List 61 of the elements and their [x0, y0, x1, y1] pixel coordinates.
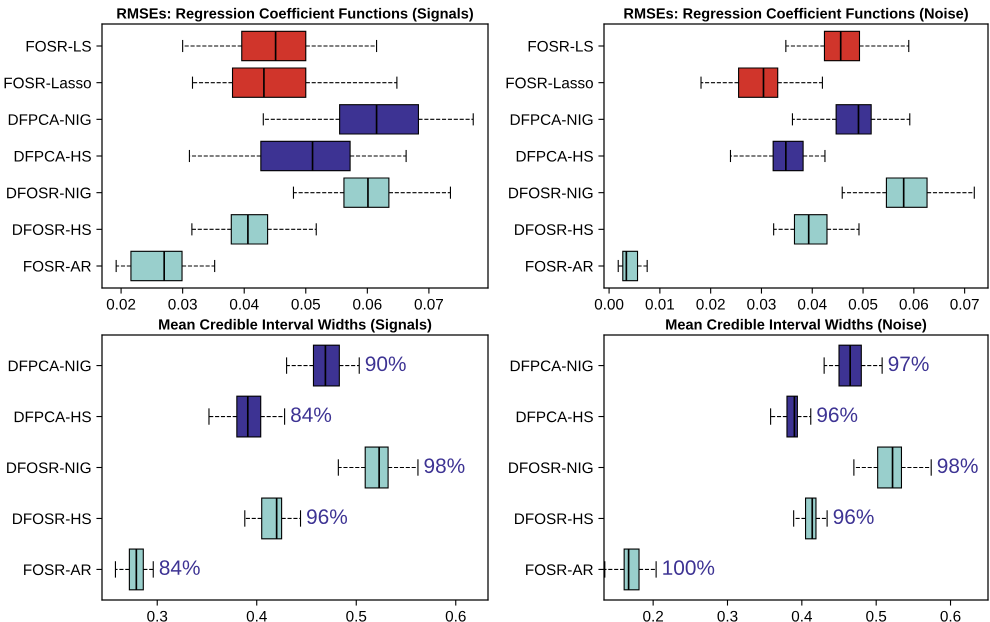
x-tick-label: 0.01 [646, 298, 674, 310]
x-tick-label: 0.3 [717, 610, 738, 622]
x-tick-label: 0.5 [866, 610, 886, 622]
x-tick-label: 0.4 [792, 610, 812, 622]
y-tick-label: FOSR-AR [24, 564, 91, 576]
x-tick-label: 0.6 [446, 610, 466, 622]
x-tick-label: 0.07 [950, 298, 979, 310]
y-tick-label: DFOSR-NIG [509, 188, 592, 198]
y-tick-label: FOSR-LS [528, 40, 593, 52]
y-tick-label: DFPCA-NIG [8, 114, 90, 126]
y-tick-label: DFPCA-HS [516, 411, 593, 422]
y-tick-label: DFOSR-HS [13, 224, 91, 236]
y-tick-label: FOSR-LS [26, 40, 91, 52]
text: 96% [834, 509, 874, 524]
y-tick-label: DFOSR-NIG [7, 462, 90, 474]
chart-title: Mean Credible Interval Widths (Noise) [666, 318, 926, 332]
y-tick-label: DFOSR-HS [13, 513, 91, 524]
y-tick-label: FOSR-Lasso [506, 78, 593, 88]
x-tick-label: 0.6 [940, 610, 960, 622]
text: 98% [938, 458, 978, 474]
y-tick-label: DFPCA-HS [516, 150, 593, 162]
chart-title: Mean Credible Interval Widths (Signals) [159, 318, 432, 333]
x-tick-label: 0.04 [230, 298, 259, 310]
text: 98% [424, 458, 464, 474]
y-tick-label: DFPCA-NIG [8, 360, 90, 372]
y-tick-label: DFOSR-HS [515, 513, 593, 524]
x-tick-label: 0.5 [346, 610, 366, 622]
y-tick-label: FOSR-Lasso [4, 78, 91, 88]
x-tick-label: 0.05 [292, 298, 320, 310]
x-tick-label: 0.3 [147, 610, 168, 622]
x-tick-label: 0.06 [900, 298, 928, 310]
x-tick-label: 0.05 [848, 298, 878, 310]
y-tick-label: DFOSR-HS [515, 224, 593, 236]
text: 90% [366, 356, 406, 372]
y-tick-label: DFOSR-NIG [7, 188, 90, 198]
chart-title: RMSEs: Regression Coefficient Functions (Noise) [624, 8, 968, 22]
y-tick-label: DFOSR-NIG [509, 462, 592, 474]
text: 97% [888, 356, 929, 372]
chart-title: RMSEs: Regression Coefficient Functions (Signals) [117, 8, 473, 22]
text: 100% [663, 560, 714, 576]
text: 84% [291, 407, 332, 422]
x-tick-label: 0.03 [747, 298, 776, 310]
text: 84% [160, 560, 200, 576]
y-tick-label: FOSR-AR [526, 260, 593, 272]
x-tick-label: 0.02 [696, 298, 725, 310]
x-tick-label: 0.4 [246, 610, 267, 622]
x-tick-label: 0.00 [594, 298, 624, 310]
text: 96% [307, 509, 348, 524]
x-tick-label: 0.02 [106, 298, 136, 310]
x-tick-label: 0.06 [353, 298, 382, 310]
x-tick-label: 0.07 [414, 298, 443, 310]
y-tick-label: FOSR-AR [526, 564, 593, 576]
y-tick-label: FOSR-AR [24, 260, 91, 272]
y-tick-label: DFPCA-HS [14, 411, 91, 422]
x-tick-label: 0.03 [168, 298, 197, 310]
y-tick-label: DFPCA-HS [14, 150, 91, 162]
x-tick-label: 0.2 [643, 610, 663, 622]
x-tick-label: 0.04 [798, 298, 827, 310]
y-tick-label: DFPCA-NIG [510, 360, 592, 372]
text: 96% [817, 407, 858, 422]
y-tick-label: DFPCA-NIG [510, 114, 592, 126]
